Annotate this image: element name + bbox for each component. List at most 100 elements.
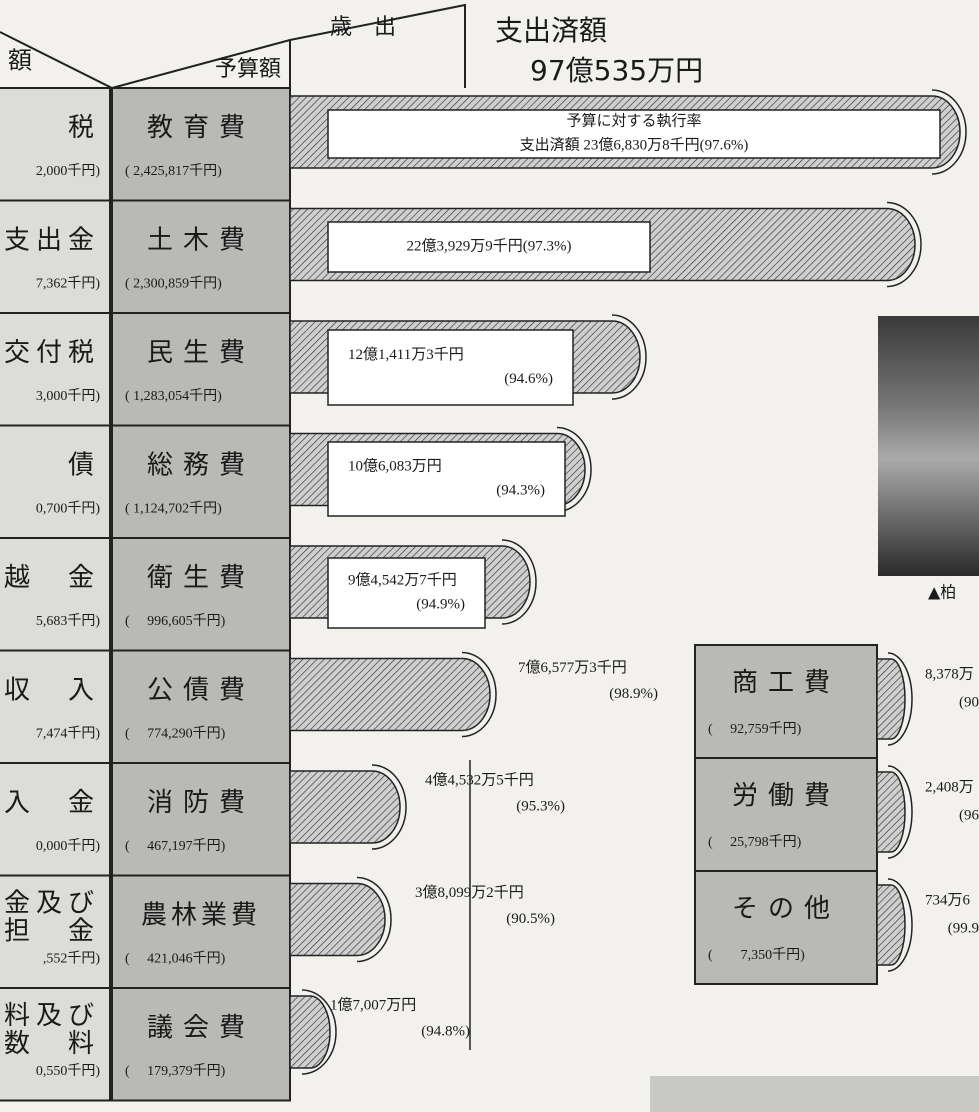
- revenue-box: [0, 199, 111, 314]
- item-name: 衛生費: [147, 563, 255, 592]
- budget-box: [111, 987, 291, 1102]
- revenue-name: 収 入: [4, 675, 100, 704]
- spent-text: 3億8,099万2千円: [415, 884, 524, 901]
- spent-text: 7億6,577万3千円: [518, 659, 627, 676]
- spent-text: (94.3%): [496, 482, 545, 498]
- bar-cap: [611, 314, 647, 400]
- header: [0, 3, 466, 90]
- revenue-amount: 0,000千円): [36, 838, 100, 854]
- bar-cap: [556, 426, 592, 513]
- spent-text: 12億1,411万3千円: [348, 346, 464, 363]
- item-budget: ( 1,283,054千円): [125, 388, 222, 404]
- budget-box: [111, 199, 291, 314]
- bar-cap: [371, 764, 407, 850]
- item-name: 労働費: [732, 781, 840, 810]
- bar: [289, 657, 491, 732]
- revenue-name: 債: [68, 450, 100, 479]
- revenue-box: [0, 762, 111, 877]
- item-budget: ( 7,350千円): [708, 947, 805, 963]
- item-name: 公債費: [147, 675, 255, 704]
- spent-text: (96: [959, 807, 979, 823]
- budget-box: [111, 87, 291, 202]
- revenue-amount: 5,683千円): [36, 613, 100, 629]
- bar: [876, 884, 906, 966]
- budget-box: [111, 424, 291, 539]
- revenue-amount: 3,000千円): [36, 388, 100, 404]
- revenue-name: 交付税: [4, 338, 100, 367]
- spent-text: (99.9: [948, 920, 979, 936]
- budget-box: [694, 870, 878, 985]
- bar: [289, 770, 401, 844]
- item-budget: ( 2,425,817千円): [125, 163, 222, 179]
- item-name: 土木費: [147, 225, 255, 254]
- item-budget: ( 2,300,859千円): [125, 276, 222, 292]
- spent-text: (94.8%): [421, 1023, 470, 1039]
- item-budget: ( 467,197千円): [125, 838, 226, 854]
- item-budget: ( 25,798千円): [708, 834, 802, 850]
- revenue-amount: 0,550千円): [36, 1063, 100, 1079]
- spent-text: 支出済額 23億6,830万8千円(97.6%): [520, 136, 749, 153]
- spent-text: 9億4,542万7千円: [348, 571, 457, 588]
- revenue-name: 越 金: [4, 563, 100, 592]
- revenue-name: 税: [68, 113, 100, 142]
- item-name: その他: [732, 894, 840, 923]
- bar-cap: [301, 989, 337, 1075]
- bar-cap: [461, 651, 497, 738]
- spent-box: [327, 109, 941, 159]
- bar-cap: [887, 878, 913, 972]
- bar: [289, 882, 386, 957]
- expenditure-label: 歳 出: [330, 15, 396, 40]
- spent-text: (94.9%): [416, 596, 465, 612]
- photo: [878, 316, 979, 576]
- budget-box: [111, 762, 291, 877]
- spent-text: 734万6: [925, 892, 971, 908]
- total-value: 97億535万円: [530, 54, 703, 87]
- revenue-amount: 2,000千円): [36, 163, 100, 179]
- revenue-name: 入 金: [4, 788, 100, 817]
- bar-cap: [356, 876, 392, 963]
- photo-caption: ▲柏: [928, 583, 956, 602]
- revenue-name: 金及び: [4, 888, 100, 917]
- revenue-box: [0, 312, 111, 427]
- item-name: 民生費: [147, 338, 255, 367]
- item-name: 商工費: [732, 668, 840, 697]
- spent-text: 8,378万: [925, 666, 974, 682]
- item-name: 議会費: [147, 1013, 255, 1042]
- spent-text: (90: [959, 694, 979, 710]
- revenue-box: [0, 874, 111, 989]
- revenue-box: [0, 537, 111, 652]
- item-name: 総務費: [147, 450, 255, 479]
- revenue-box: [0, 649, 111, 764]
- revenue-box: [0, 987, 111, 1102]
- spent-text: 22億3,929万9千円(97.3%): [407, 237, 572, 254]
- revenue-box: [0, 424, 111, 539]
- budget-box: [111, 874, 291, 989]
- spent-box: [327, 329, 574, 406]
- budget-box: [694, 757, 878, 872]
- bar-cap: [886, 201, 922, 288]
- budget-label: 予算額: [215, 57, 281, 82]
- spent-box: [327, 441, 566, 517]
- revenue-label: 額: [8, 47, 32, 75]
- total-label: 支出済額: [495, 14, 607, 47]
- bar-cap: [887, 652, 913, 746]
- budget-box: [694, 644, 878, 759]
- bar: [876, 658, 906, 740]
- item-name: 農林業費: [141, 900, 261, 929]
- revenue-amount: 0,700千円): [36, 501, 100, 517]
- photo: [650, 1076, 979, 1112]
- spent-text: (95.3%): [516, 798, 565, 814]
- bar-cap: [501, 539, 537, 625]
- revenue-amount: 7,474千円): [36, 726, 100, 742]
- revenue-name: 担 金: [4, 916, 100, 945]
- revenue-amount: 7,362千円): [36, 276, 100, 292]
- item-budget: ( 1,124,702千円): [125, 501, 222, 517]
- spent-text: (90.5%): [506, 911, 555, 927]
- revenue-name: 料及び: [4, 1001, 100, 1030]
- spent-text: 4億4,532万5千円: [425, 771, 534, 788]
- spent-text: 予算に対する執行率: [566, 111, 701, 129]
- item-budget: ( 996,605千円): [125, 613, 226, 629]
- spent-text: 1億7,007万円: [330, 996, 416, 1013]
- budget-box: [111, 649, 291, 764]
